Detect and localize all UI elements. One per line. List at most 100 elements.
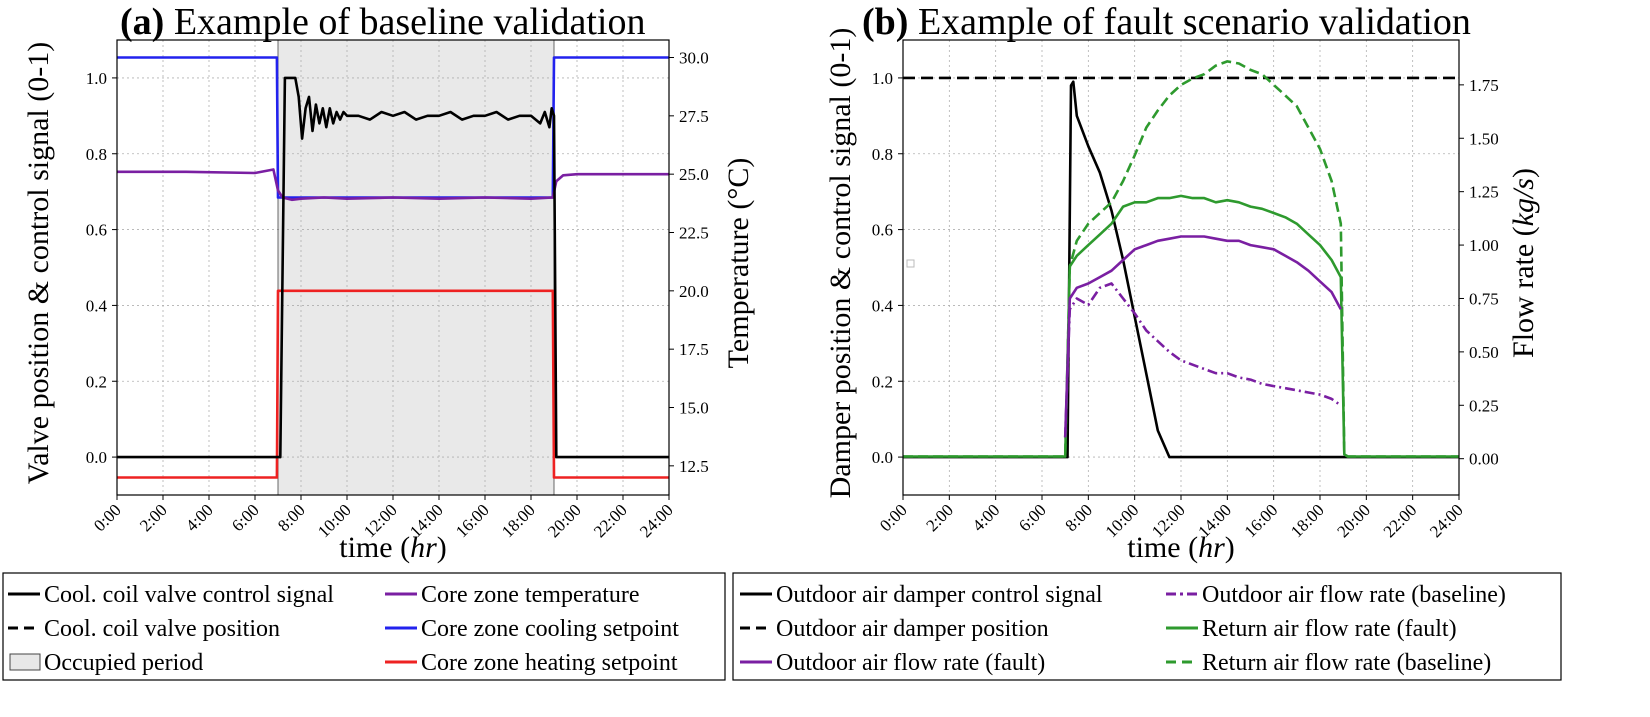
panel-b-y2-tick-label-0: 0.00: [1469, 450, 1499, 469]
panel-b-x-tick-label-11: 22:00: [1380, 500, 1421, 541]
panel-a-series-1: [117, 289, 669, 479]
panel-a-x-tick-label-2: 4:00: [182, 500, 217, 535]
panel-b-x-tick-label-4: 8:00: [1061, 500, 1096, 535]
panel-b-title-text: Example of fault scenario validation: [918, 1, 1471, 43]
panel-a-y2-tick-label-7: 30.0: [679, 49, 709, 68]
panel-a-x-tick-label-4: 8:00: [274, 500, 309, 535]
panel-a-x-tick-label-12: 24:00: [636, 500, 677, 541]
legend-b-label-2: Outdoor air damper position: [776, 616, 1049, 642]
panel-b-series-2: [903, 60, 1459, 458]
panel-b-series: [903, 60, 1459, 459]
panel-b-x-tick-label-10: 20:00: [1333, 500, 1374, 541]
panel-b-y-tick-label-5: 1.0: [872, 69, 893, 88]
panel-a-y2-tick-label-4: 22.5: [679, 224, 709, 243]
panel-b-x-label-unit: hr: [1198, 531, 1225, 564]
panel-a-y2-ticks: 12.5 15.0 17.5 20.0 22.5 25.0 27.5 30.0: [669, 49, 709, 476]
panel-a-x-tick-label-9: 18:00: [498, 500, 539, 541]
panel-a-x-label-unit: hr: [410, 531, 437, 564]
panel-b-series-5: [1063, 282, 1342, 438]
panel-b-y2-label: Flow rate (kg/s): [1507, 168, 1540, 358]
panel-b-y2-ticks: 0.00 0.25 0.50 0.75 1.00 1.25 1.50 1.75: [1459, 76, 1499, 469]
panel-b-series-4: [1063, 235, 1342, 438]
panel-b-y-ticks: 0.0 0.2 0.4 0.6 0.8 1.0: [872, 69, 903, 467]
panel-a-y2-tick-label-6: 27.5: [679, 107, 709, 126]
panel-a: (a) Example of baseline validation 0:00 2…: [22, 1, 755, 564]
panel-a-x-tick-label-11: 22:00: [590, 500, 631, 541]
panel-a-y-tick-label-4: 0.8: [86, 145, 107, 164]
legend-b: Outdoor air damper control signal Outdoor…: [732, 572, 1562, 681]
panel-a-series-2: [117, 168, 669, 202]
panel-b-y-tick-label-0: 0.0: [872, 448, 893, 467]
panel-a-y-tick-label-2: 0.4: [86, 296, 108, 315]
panel-b-series-3: [903, 194, 1459, 458]
legend-a-label-3: Core zone cooling setpoint: [421, 616, 679, 642]
panel-a-y-tick-label-3: 0.6: [86, 221, 107, 240]
panel-b-x-tick-label-1: 2:00: [922, 500, 957, 535]
legend-b-label-3: Return air flow rate (fault): [1202, 616, 1457, 642]
legend-a-label-0: Cool. coil valve control signal: [44, 582, 334, 608]
panel-b-x-tick-label-0: 0:00: [876, 500, 911, 535]
panel-a-y2-tick-label-1: 15.0: [679, 399, 709, 418]
legend-a-label-4: Occupied period: [44, 650, 203, 676]
panel-a-series: [117, 56, 669, 479]
panel-b-x-label-close: ): [1225, 531, 1235, 564]
panel-b-y2-label-close: ): [1507, 168, 1540, 178]
panel-a-y-tick-label-0: 0.0: [86, 448, 107, 467]
panel-a-x-label-close: ): [437, 531, 447, 564]
panel-a-x-label: time (hr): [339, 531, 447, 564]
panel-a-y-label: Valve position & control signal (0-1): [22, 42, 55, 484]
panel-b-y-tick-label-1: 0.2: [872, 372, 893, 391]
panel-a-y-ticks: 0.0 0.2 0.4 0.6 0.8 1.0: [86, 69, 117, 467]
legend-b-label-0: Outdoor air damper control signal: [776, 582, 1103, 608]
panel-b-x-tick-label-9: 18:00: [1287, 500, 1328, 541]
panel-a-series-3: [117, 76, 669, 459]
legend-a: Cool. coil valve control signal Core zone…: [2, 572, 726, 681]
panel-b-series-1: [903, 80, 1459, 459]
panel-b-x-tick-label-8: 16:00: [1241, 500, 1282, 541]
panel-a-y-tick-label-5: 1.0: [86, 69, 107, 88]
legend-a-label-5: Core zone heating setpoint: [421, 650, 678, 676]
panel-a-x-tick-label-10: 20:00: [544, 500, 585, 541]
panel-b-title-prefix: (b): [862, 1, 908, 43]
panel-b-x-label-main: time (: [1127, 531, 1198, 564]
panel-a-y2-tick-label-3: 20.0: [679, 282, 709, 301]
legend-a-label-1: Core zone temperature: [421, 582, 640, 608]
panel-b-y2-label-unit: kg/s: [1507, 178, 1540, 226]
panel-b-y2-tick-label-5: 1.25: [1469, 183, 1499, 202]
panel-b-title: (b) Example of fault scenario validation: [862, 1, 1471, 43]
panel-b-x-tick-label-3: 6:00: [1015, 500, 1050, 535]
panel-b-y-tick-label-4: 0.8: [872, 145, 893, 164]
legend-a-label-2: Cool. coil valve position: [44, 616, 280, 642]
panel-a-x-label-main: time (: [339, 531, 410, 564]
panel-a-title: (a) Example of baseline validation: [120, 1, 646, 43]
panel-b-y2-tick-label-1: 0.25: [1469, 396, 1499, 415]
legend-b-label-4: Outdoor air flow rate (fault): [776, 650, 1045, 676]
panel-a-x-tick-label-3: 6:00: [228, 500, 263, 535]
panel-b-y2-tick-label-4: 1.00: [1469, 236, 1499, 255]
panel-b-x-label: time (hr): [1127, 531, 1235, 564]
panel-a-title-text: Example of baseline validation: [174, 1, 646, 43]
panel-b-y-tick-label-3: 0.6: [872, 221, 893, 240]
panel-a-x-tick-label-8: 16:00: [452, 500, 493, 541]
panel-b-y2-tick-label-6: 1.50: [1469, 129, 1499, 148]
legend-b-frame: [732, 572, 1562, 681]
panel-b-y2-label-main: Flow rate (: [1507, 226, 1540, 358]
panel-b-y-label: Damper position & control signal (0-1): [824, 28, 857, 499]
panel-a-y2-tick-label-2: 17.5: [679, 340, 709, 359]
panel-a-y-tick-label-1: 0.2: [86, 372, 107, 391]
panel-b-y2-tick-label-2: 0.50: [1469, 343, 1499, 362]
panel-a-y2-label: Temperature (°C): [722, 158, 755, 369]
panel-a-y2-tick-label-0: 12.5: [679, 457, 709, 476]
panel-b-y2-tick-label-3: 0.75: [1469, 289, 1499, 308]
panel-a-occupied-region: [277, 39, 555, 496]
panel-a-occupied-period: [277, 39, 555, 496]
panel-b-y2-tick-label-7: 1.75: [1469, 76, 1499, 95]
legend-a-swatch-4: [9, 653, 41, 671]
panel-a-x-tick-label-0: 0:00: [90, 500, 125, 535]
panel-b-grid: [902, 40, 1460, 495]
panel-a-y2-tick-label-5: 25.0: [679, 165, 709, 184]
legend-b-label-1: Outdoor air flow rate (baseline): [1202, 582, 1506, 608]
panel-a-x-tick-label-1: 2:00: [136, 500, 171, 535]
panel-a-title-prefix: (a): [120, 1, 164, 43]
